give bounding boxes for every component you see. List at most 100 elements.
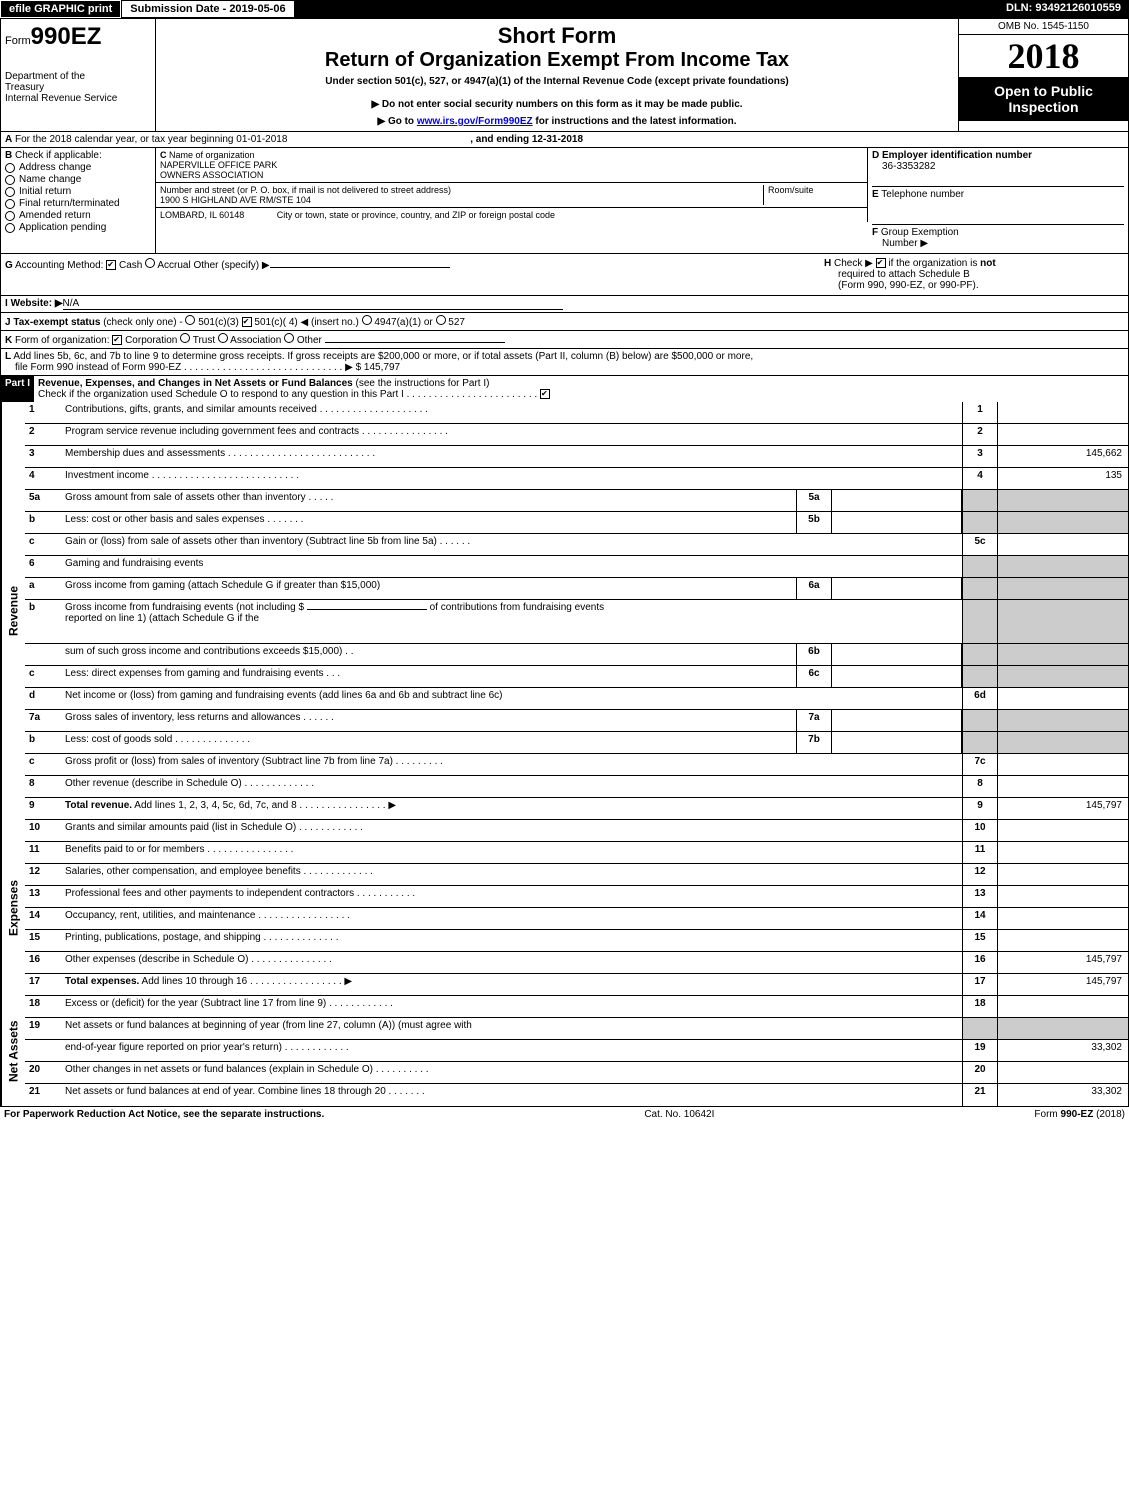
rnum-1: 1 <box>962 402 998 423</box>
num-21: 21 <box>25 1084 61 1106</box>
dln-number: DLN: 93492126010559 <box>998 0 1129 18</box>
val-3: 145,662 <box>998 446 1128 467</box>
line-14: 14 Occupancy, rent, utilities, and maint… <box>25 908 1128 930</box>
val-21: 33,302 <box>998 1084 1128 1106</box>
dept-line1: Department of the <box>5 71 151 82</box>
label-a: A <box>5 134 12 145</box>
radio-501c3[interactable] <box>185 315 195 325</box>
rnum-17: 17 <box>962 974 998 995</box>
label-c: C <box>160 150 167 160</box>
b-check-label: Check if applicable: <box>15 150 102 161</box>
label-j: J <box>5 317 11 328</box>
section-l: L Add lines 5b, 6c, and 7b to line 9 to … <box>1 348 1128 375</box>
irs-link[interactable]: www.irs.gov/Form990EZ <box>417 116 533 127</box>
val-6c-shaded <box>998 666 1128 687</box>
rnum-15: 15 <box>962 930 998 951</box>
check-final-return[interactable]: Final return/terminated <box>5 198 151 209</box>
snum-6b: 6b <box>796 644 832 665</box>
line-13: 13 Professional fees and other payments … <box>25 886 1128 908</box>
val-8 <box>998 776 1128 797</box>
do-not-enter: ▶ Do not enter social security numbers o… <box>160 99 954 110</box>
k-other-line[interactable] <box>325 342 505 343</box>
line-21: 21 Net assets or fund balances at end of… <box>25 1084 1128 1106</box>
desc-6c: Less: direct expenses from gaming and fu… <box>61 666 796 687</box>
section-b: B Check if applicable: Address change Na… <box>1 148 156 253</box>
revenue-rows: 1 Contributions, gifts, grants, and simi… <box>25 402 1128 820</box>
val-12 <box>998 864 1128 885</box>
checkbox-h[interactable] <box>876 258 886 268</box>
checkbox-part1[interactable] <box>540 389 550 399</box>
rnum-2: 2 <box>962 424 998 445</box>
check-address-change[interactable]: Address change <box>5 162 151 173</box>
radio-assoc[interactable] <box>218 333 228 343</box>
num-1: 1 <box>25 402 61 423</box>
val-7b-shaded <box>998 732 1128 753</box>
return-title: Return of Organization Exempt From Incom… <box>160 49 954 72</box>
label-b: B <box>5 150 12 161</box>
check-application-pending[interactable]: Application pending <box>5 222 151 233</box>
j-opt2: 501(c)( 4) <box>254 317 297 328</box>
num-6d: d <box>25 688 61 709</box>
k-text: Form of organization: <box>15 335 110 346</box>
line-6b-bottom: sum of such gross income and contributio… <box>25 644 1128 666</box>
rnum-5c: 5c <box>962 534 998 555</box>
check-amended[interactable]: Amended return <box>5 210 151 221</box>
ein-value: 36-3353282 <box>882 161 935 172</box>
radio-4947[interactable] <box>362 315 372 325</box>
a-text2: , and ending 12-31-2018 <box>470 134 583 145</box>
num-16: 16 <box>25 952 61 973</box>
desc-5a: Gross amount from sale of assets other t… <box>61 490 796 511</box>
desc-6d: Net income or (loss) from gaming and fun… <box>61 688 962 709</box>
desc-16: Other expenses (describe in Schedule O) … <box>61 952 962 973</box>
i-text: Website: ▶ <box>11 298 63 309</box>
checkbox-501c4[interactable] <box>242 317 252 327</box>
checkbox-cash[interactable] <box>106 260 116 270</box>
num-19: 19 <box>25 1018 61 1039</box>
g-text: Accounting Method: <box>15 260 103 271</box>
val-6b2-shaded <box>998 644 1128 665</box>
l-amount: ▶ $ 145,797 <box>345 362 400 373</box>
sval-6c <box>832 666 962 687</box>
radio-accrual[interactable] <box>145 258 155 268</box>
check-name-change[interactable]: Name change <box>5 174 151 185</box>
line-10: 10 Grants and similar amounts paid (list… <box>25 820 1128 842</box>
city-box: LOMBARD, IL 60148 City or town, state or… <box>156 208 868 222</box>
val-19: 33,302 <box>998 1040 1128 1061</box>
val-15 <box>998 930 1128 951</box>
radio-other[interactable] <box>284 333 294 343</box>
section-g-h: G Accounting Method: Cash Accrual Other … <box>1 254 1128 295</box>
num-9: 9 <box>25 798 61 819</box>
radio-icon <box>5 199 15 209</box>
part1-title: Revenue, Expenses, and Changes in Net As… <box>38 378 353 389</box>
rnum-9: 9 <box>962 798 998 819</box>
num-6b: b <box>25 600 61 643</box>
line-6c: c Less: direct expenses from gaming and … <box>25 666 1128 688</box>
check-initial-return[interactable]: Initial return <box>5 186 151 197</box>
num-18: 18 <box>25 996 61 1017</box>
num-8: 8 <box>25 776 61 797</box>
section-h: H Check ▶ if the organization is not req… <box>824 258 1124 291</box>
section-d: D Employer identification number 36-3353… <box>872 150 1124 187</box>
desc-10: Grants and similar amounts paid (list in… <box>61 820 962 841</box>
rnum-10: 10 <box>962 820 998 841</box>
desc-14: Occupancy, rent, utilities, and maintena… <box>61 908 962 929</box>
efile-print-button[interactable]: efile GRAPHIC print <box>0 0 121 18</box>
goto-suffix: for instructions and the latest informat… <box>533 116 737 127</box>
netassets-section: Net Assets 18 Excess or (deficit) for th… <box>1 996 1128 1106</box>
num-3: 3 <box>25 446 61 467</box>
h-text2: if the organization is <box>888 258 980 269</box>
section-k: K Form of organization: Corporation Trus… <box>1 330 1128 348</box>
ein-column: D Employer identification number 36-3353… <box>868 148 1128 253</box>
line-7b: b Less: cost of goods sold . . . . . . .… <box>25 732 1128 754</box>
line-4: 4 Investment income . . . . . . . . . . … <box>25 468 1128 490</box>
line-8: 8 Other revenue (describe in Schedule O)… <box>25 776 1128 798</box>
radio-trust[interactable] <box>180 333 190 343</box>
num-7c: c <box>25 754 61 775</box>
rnum-5a-shaded <box>962 490 998 511</box>
org-name-box: C Name of organization NAPERVILLE OFFICE… <box>156 148 868 183</box>
checkbox-corp[interactable] <box>112 335 122 345</box>
l-text1: Add lines 5b, 6c, and 7b to line 9 to de… <box>13 351 753 362</box>
radio-527[interactable] <box>436 315 446 325</box>
desc-6b-sum: sum of such gross income and contributio… <box>61 644 796 665</box>
g-other-line[interactable] <box>270 267 450 268</box>
